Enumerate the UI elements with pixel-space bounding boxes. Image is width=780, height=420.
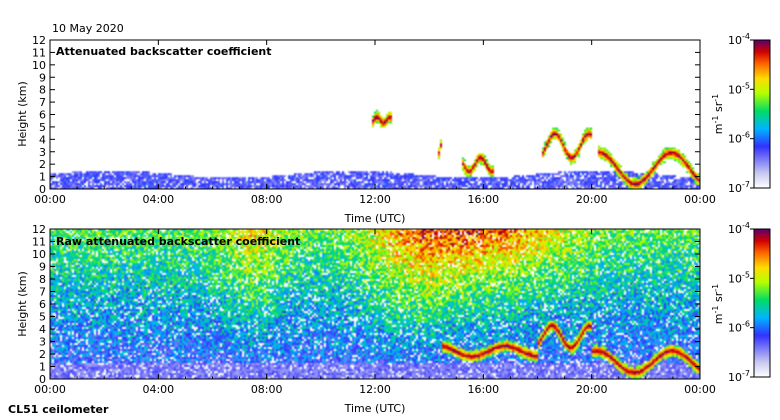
x-tick-label: 16:00: [467, 193, 499, 206]
date-label: 10 May 2020: [52, 22, 124, 35]
panel-raw: Raw attenuated backscatter coefficient 0…: [16, 223, 716, 415]
y-tick-label: 0: [39, 373, 46, 386]
x-tick-label: 20:00: [576, 193, 608, 206]
colorbar-tick-label: 10-7: [728, 369, 750, 384]
colorbar-gradient-1: [753, 39, 771, 189]
y-tick-label: 5: [39, 121, 46, 134]
x-tick-label: 00:00: [684, 193, 716, 206]
colorbar-tick-label: 10-5: [728, 81, 750, 96]
colorbar-ticks-2: 10-7 10-6 10-5 10-4: [728, 221, 754, 384]
colorbar-tick-label: 10-4: [728, 221, 750, 236]
y-tick-label: 4: [39, 323, 46, 336]
colorbar-unit-2: m-1 sr-1: [711, 284, 725, 324]
y-tick-label: 11: [32, 236, 46, 249]
panel-title-1: Attenuated backscatter coefficient: [56, 45, 272, 58]
y-tick-label: 7: [39, 96, 46, 109]
y-axis-label-1: Height (km): [16, 81, 29, 147]
x-tick-label: 04:00: [142, 383, 174, 396]
y-tick-label: 2: [39, 348, 46, 361]
y-tick-label: 5: [39, 311, 46, 324]
colorbar-tick-label: 10-7: [728, 180, 750, 195]
y-tick-label: 1: [39, 171, 46, 184]
x-tick-label: 08:00: [251, 193, 283, 206]
y-tick-label: 6: [39, 298, 46, 311]
panel-attenuated: Attenuated backscatter coefficient 01234…: [16, 34, 716, 225]
colorbar-tick-label: 10-4: [728, 32, 750, 47]
y-tick-label: 12: [32, 223, 46, 236]
heatmap-1: [50, 40, 700, 189]
colorbar-tick-label: 10-5: [728, 270, 750, 285]
y-tick-label: 12: [32, 34, 46, 47]
colorbar-tick-label: 10-6: [728, 131, 750, 146]
x-tick-label: 20:00: [576, 383, 608, 396]
panel-title-2: Raw attenuated backscatter coefficient: [56, 235, 300, 248]
colorbar-ticks-1: 10-7 10-6 10-5 10-4: [728, 32, 754, 195]
x-axis-label-2: Time (UTC): [344, 402, 406, 415]
x-ticks-1: 00:00 04:00 08:00 12:00 16:00 20:00 00:00: [34, 40, 716, 206]
y-tick-label: 2: [39, 158, 46, 171]
y-axis-label-2: Height (km): [16, 271, 29, 337]
y-tick-label: 9: [39, 71, 46, 84]
y-tick-label: 3: [39, 336, 46, 349]
instrument-label: CL51 ceilometer: [8, 403, 109, 416]
heatmap-2: [50, 229, 700, 379]
x-tick-label: 12:00: [359, 383, 391, 396]
x-tick-label: 00:00: [34, 193, 66, 206]
x-tick-label: 08:00: [251, 383, 283, 396]
x-axis-label-1: Time (UTC): [344, 212, 406, 225]
y-tick-label: 10: [32, 59, 46, 72]
y-tick-label: 8: [39, 84, 46, 97]
colorbar-unit-1: m-1 sr-1: [711, 94, 725, 134]
y-tick-label: 9: [39, 261, 46, 274]
x-ticks-2: 00:00 04:00 08:00 12:00 16:00 20:00 00:00: [34, 229, 716, 396]
colorbar-1: 10-7 10-6 10-5 10-4 m-1 sr-1: [711, 32, 771, 195]
x-tick-label: 00:00: [34, 383, 66, 396]
x-tick-label: 00:00: [684, 383, 716, 396]
x-tick-label: 04:00: [142, 193, 174, 206]
y-tick-label: 0: [39, 183, 46, 196]
y-tick-label: 4: [39, 133, 46, 146]
y-tick-label: 7: [39, 286, 46, 299]
x-tick-label: 16:00: [467, 383, 499, 396]
y-tick-label: 10: [32, 248, 46, 261]
colorbar-tick-label: 10-6: [728, 320, 750, 335]
colorbar-gradient-2: [753, 228, 771, 378]
y-tick-label: 11: [32, 46, 46, 59]
y-tick-label: 6: [39, 109, 46, 122]
y-tick-label: 8: [39, 273, 46, 286]
y-tick-label: 1: [39, 361, 46, 374]
y-tick-label: 3: [39, 146, 46, 159]
colorbar-2: 10-7 10-6 10-5 10-4 m-1 sr-1: [711, 221, 771, 384]
x-tick-label: 12:00: [359, 193, 391, 206]
